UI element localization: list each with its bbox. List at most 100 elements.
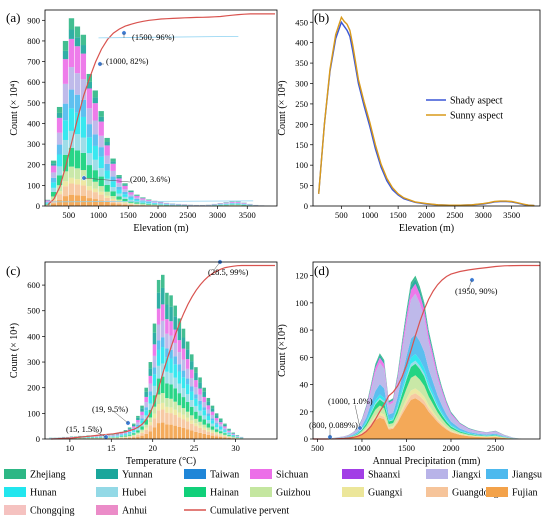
- bar-segment-guizhou: [68, 166, 75, 178]
- bar-segment-guangxi: [140, 431, 144, 433]
- bar-segment-yunnan: [140, 408, 144, 412]
- bar-segment-guangxi: [92, 188, 98, 193]
- legend-swatch: [184, 469, 206, 479]
- bar-segment-guangdong: [185, 421, 190, 430]
- bar-segment-zhejiang: [74, 26, 81, 38]
- bar-segment-guangxi: [136, 433, 140, 435]
- bar-segment-hubei: [80, 137, 87, 153]
- bar-segment-sichuan: [210, 411, 215, 415]
- annotation-leader: [213, 261, 221, 271]
- bar-segment-hunan: [219, 427, 223, 430]
- legend-label: Guangxi: [368, 488, 403, 499]
- bar-segment-hainan: [198, 415, 202, 422]
- bar-segment-jiangsu: [136, 424, 140, 427]
- bar-segment-hainan: [165, 383, 169, 399]
- y-tick-label: 250: [295, 99, 308, 109]
- bar-segment-hunan: [92, 145, 98, 160]
- bar-segment-guizhou: [185, 411, 190, 418]
- bar-segment-hunan: [148, 395, 153, 404]
- bar-segment-sichuan: [169, 321, 173, 336]
- bar-segment-yunnan: [152, 332, 157, 345]
- x-tick-label: 10: [66, 443, 75, 453]
- bar-segment-jiangsu: [98, 147, 104, 157]
- bar-segment-hunan: [146, 202, 152, 204]
- bar-segment-hubei: [140, 202, 146, 204]
- bar-segment-guangdong: [98, 194, 104, 201]
- bar-segment-jiangxi: [206, 409, 211, 414]
- bar-segment-guizhou: [98, 186, 104, 192]
- bar-segment-guizhou: [132, 434, 136, 436]
- bar-segment-fujian: [156, 423, 161, 439]
- bar-segment-guangdong: [132, 436, 136, 438]
- y-tick-label: 100: [27, 180, 40, 190]
- legend-label: Anhui: [122, 506, 147, 517]
- annotation-label: (1950, 90%): [455, 286, 498, 296]
- bar-segment-fujian: [223, 437, 227, 439]
- y-tick-label: 450: [295, 17, 308, 27]
- bar-segment-jiangsu: [161, 337, 165, 348]
- bar-segment-yunnan: [148, 368, 153, 376]
- bar-segment-hubei: [144, 415, 148, 420]
- bar-segment-jiangxi: [50, 172, 57, 178]
- x-tick-label: 2500: [487, 443, 504, 453]
- bar-segment-jiangsu: [123, 433, 128, 434]
- bar-segment-jiangxi: [181, 359, 186, 371]
- bar-segment-guizhou: [116, 199, 122, 202]
- bar-segment-guangdong: [210, 432, 215, 436]
- x-tick-label: 15: [107, 443, 116, 453]
- bar-segment-hunan: [115, 435, 119, 437]
- y-tick-label: 200: [27, 383, 40, 393]
- bar-segment-fujian: [122, 204, 128, 206]
- bar-segment-jiangxi: [98, 135, 104, 148]
- bar-segment-jiangsu: [68, 89, 75, 109]
- bar-segment-yunnan: [68, 29, 75, 39]
- bar-segment-yunnan: [86, 81, 92, 89]
- bar-segment-sichuan: [80, 53, 87, 80]
- y-tick-label: 100: [295, 298, 308, 308]
- bar-segment-hunan: [198, 404, 202, 411]
- bar-segment-hunan: [134, 200, 140, 202]
- bar-segment-hunan: [152, 374, 157, 386]
- bar-segment-guangxi: [198, 425, 202, 428]
- bar-segment-yunnan: [173, 316, 177, 330]
- bar-segment-hainan: [140, 203, 146, 205]
- legend-swatch: [250, 487, 272, 497]
- bar-segment-jiangxi: [173, 342, 177, 357]
- bar-segment-hainan: [80, 152, 87, 171]
- bar-segment-guizhou: [136, 432, 140, 434]
- bar-segment-zhejiang: [50, 160, 57, 164]
- bar-segment-jiangxi: [80, 79, 87, 100]
- bar-segment-zhejiang: [144, 387, 148, 392]
- bar-segment-hainan: [123, 435, 128, 437]
- bar-segment-jiangsu: [210, 418, 215, 421]
- y-tick-label: 300: [27, 357, 40, 367]
- bar-segment-hubei: [119, 435, 124, 437]
- bar-segment-jiangxi: [185, 368, 190, 379]
- bar-segment-yunnan: [161, 287, 165, 305]
- bar-segment-zhejiang: [169, 295, 173, 307]
- bar-segment-hunan: [206, 416, 211, 421]
- bar-segment-hainan: [136, 430, 140, 433]
- bar-segment-hunan: [56, 154, 63, 167]
- bar-segment-jiangsu: [80, 99, 87, 117]
- bar-segment-jiangsu: [152, 202, 158, 204]
- y-tick-label: 0: [304, 434, 308, 444]
- bar-segment-sichuan: [148, 375, 153, 384]
- bar-segment-zhejiang: [181, 328, 186, 338]
- bar-segment-hunan: [74, 112, 81, 135]
- bar-segment-jiangsu: [185, 378, 190, 385]
- bar-segment-guangdong: [127, 436, 132, 438]
- bar-segment-zhejiang: [173, 305, 177, 317]
- bar-segment-hubei: [206, 420, 211, 424]
- bar-segment-hunan: [156, 349, 161, 366]
- bar-segment-hainan: [68, 147, 75, 167]
- x-tick-label: 1000: [353, 443, 370, 453]
- bar-segment-jiangsu: [146, 201, 152, 203]
- bar-segment-jiangxi: [136, 422, 140, 425]
- x-tick-label: 1500: [398, 443, 415, 453]
- legend-label: Sunny aspect: [450, 111, 503, 122]
- bar-segment-guangdong: [68, 183, 75, 195]
- bar-segment-guangxi: [165, 406, 169, 413]
- bar-segment-zhejiang: [68, 18, 75, 30]
